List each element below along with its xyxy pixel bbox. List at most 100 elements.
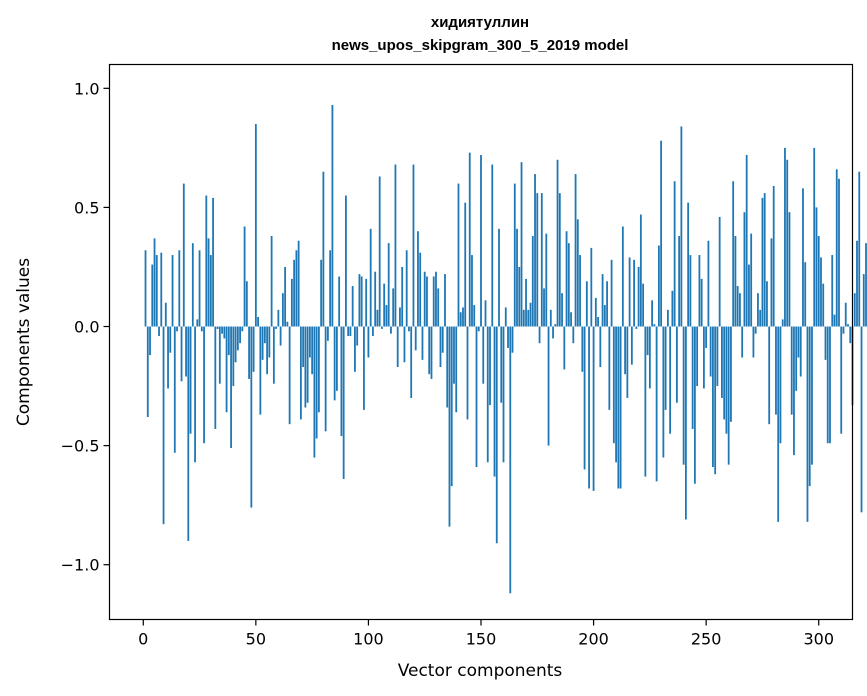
bar <box>693 326 696 484</box>
bar <box>502 326 505 463</box>
bar <box>669 326 672 434</box>
bar <box>835 169 838 327</box>
bar <box>268 326 271 358</box>
bar <box>664 326 667 410</box>
y-tick-label: 0.0 <box>74 318 99 337</box>
bar <box>567 243 570 327</box>
bar <box>169 326 172 353</box>
bar <box>750 233 753 327</box>
bar <box>167 326 169 389</box>
bar <box>865 243 867 327</box>
bar <box>428 326 431 375</box>
bar <box>245 281 248 327</box>
bar <box>644 326 647 477</box>
bar <box>698 255 701 327</box>
bar <box>748 264 750 327</box>
bar <box>603 305 606 327</box>
bar <box>648 326 651 389</box>
y-axis-ticks: −1.0 −0.5 0.0 0.5 1.0 <box>61 79 110 575</box>
bar <box>383 283 386 327</box>
bar <box>549 309 552 327</box>
bar <box>844 302 847 327</box>
bar <box>360 276 363 327</box>
bar <box>770 238 773 327</box>
bar <box>340 326 343 437</box>
bar <box>793 326 795 456</box>
bar <box>621 226 624 327</box>
y-axis-label: Components values <box>14 258 34 426</box>
x-axis-ticks: 0 50 100 150 200 250 300 <box>138 619 834 649</box>
bar <box>390 326 392 334</box>
bar <box>239 326 241 344</box>
bar <box>786 159 789 327</box>
bar <box>338 276 341 327</box>
bar <box>633 259 635 327</box>
bar <box>405 250 408 327</box>
bar <box>331 104 334 327</box>
bar <box>608 326 611 410</box>
bar <box>146 326 149 418</box>
bar <box>439 326 442 368</box>
bar <box>297 240 300 327</box>
bar <box>279 326 282 346</box>
bar <box>482 326 485 384</box>
bar <box>459 312 462 327</box>
bar <box>775 326 777 415</box>
bar <box>811 326 813 465</box>
bar <box>768 326 771 425</box>
bar <box>293 259 296 327</box>
bar <box>849 326 852 344</box>
bar <box>151 264 154 327</box>
bar <box>680 126 683 327</box>
bar <box>284 266 287 327</box>
bar <box>417 231 419 327</box>
bar <box>678 236 681 327</box>
bar <box>209 255 212 327</box>
bar <box>349 326 352 337</box>
bar <box>554 324 557 327</box>
bar <box>149 326 151 356</box>
x-tick-label: 250 <box>691 630 722 649</box>
bar <box>574 174 577 327</box>
bar <box>660 140 663 327</box>
bar <box>657 245 660 327</box>
bar <box>304 326 307 408</box>
bar <box>799 326 802 377</box>
x-tick-label: 300 <box>803 630 834 649</box>
bar <box>385 305 388 327</box>
bar <box>471 255 473 327</box>
bar <box>257 316 259 327</box>
bar <box>858 171 861 327</box>
bar <box>354 326 356 372</box>
bar <box>144 250 147 327</box>
bar <box>581 326 584 372</box>
bar <box>495 326 498 544</box>
bar <box>164 302 167 327</box>
bar <box>732 181 735 327</box>
bar <box>700 278 703 327</box>
bar <box>322 171 325 327</box>
bar <box>466 326 469 420</box>
bar <box>248 326 250 379</box>
bar <box>617 326 620 489</box>
bar <box>838 178 840 327</box>
bar <box>462 307 464 327</box>
bar <box>320 259 323 327</box>
bar <box>563 326 566 370</box>
bar <box>624 326 626 375</box>
bar <box>336 326 338 391</box>
bar <box>324 326 327 432</box>
bar <box>378 176 381 327</box>
bar <box>234 326 237 363</box>
bar <box>412 164 415 327</box>
bar <box>408 326 410 332</box>
bar <box>486 326 489 463</box>
bar <box>806 326 809 522</box>
bar <box>351 286 354 327</box>
bar <box>194 326 196 463</box>
bar <box>833 314 836 327</box>
bar <box>493 326 496 477</box>
bar <box>372 326 374 337</box>
